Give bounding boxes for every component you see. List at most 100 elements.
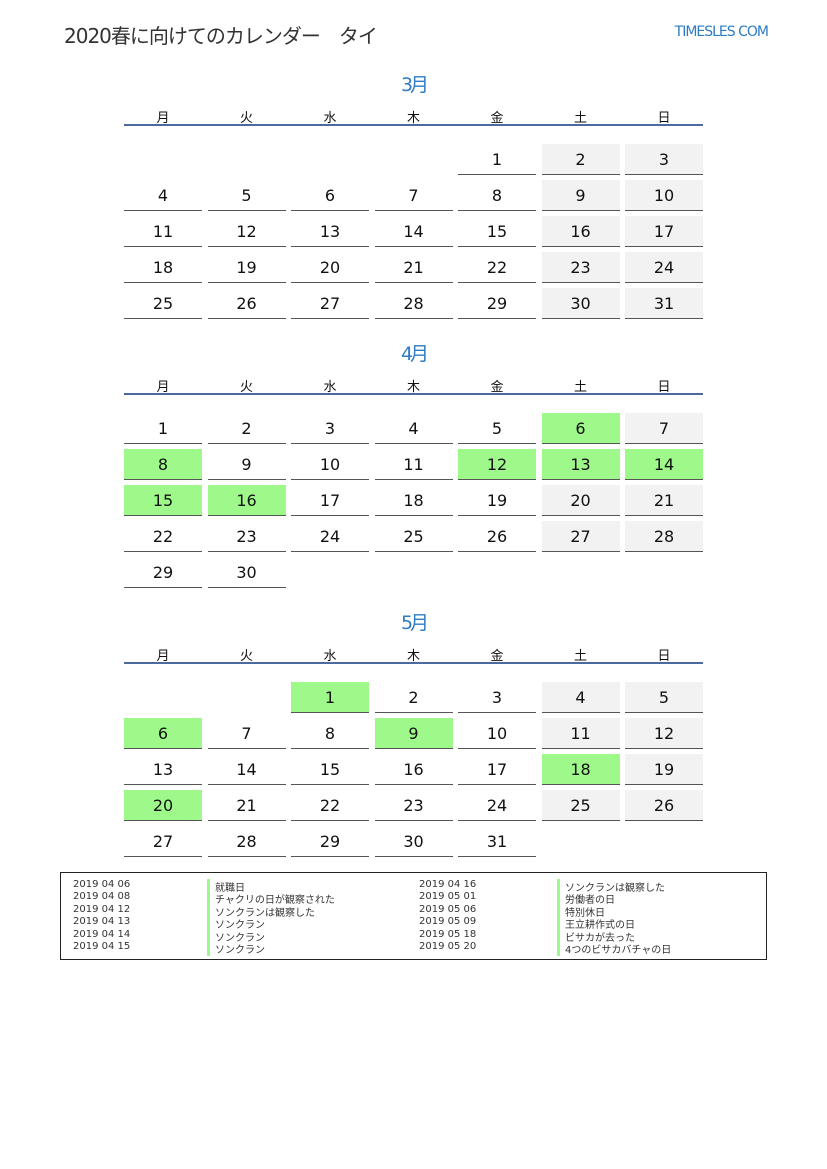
day-cell[interactable]: 5 [207, 180, 286, 211]
day-cell[interactable]: 16 [207, 485, 286, 516]
day-cell[interactable]: 1 [124, 413, 202, 444]
day-cell[interactable]: 15 [458, 216, 536, 247]
day-cell[interactable]: 29 [458, 288, 536, 319]
day-cell[interactable]: 8 [458, 180, 536, 211]
day-cell[interactable]: 19 [207, 252, 286, 283]
day-cell[interactable]: 1 [458, 144, 536, 175]
day-cell[interactable]: 5 [625, 682, 703, 713]
day-cell[interactable]: 12 [207, 216, 286, 247]
day-cell[interactable]: 18 [124, 252, 202, 283]
day-cell[interactable]: 24 [458, 790, 536, 821]
day-cell[interactable]: 26 [207, 288, 286, 319]
day-cell[interactable]: 21 [374, 252, 453, 283]
day-cell[interactable]: 13 [291, 216, 369, 247]
day-cell[interactable]: 6 [291, 180, 369, 211]
day-cell[interactable]: 23 [374, 790, 453, 821]
day-cell[interactable]: 15 [124, 485, 202, 516]
day-cell[interactable]: 18 [374, 485, 453, 516]
day-cell[interactable]: 4 [374, 413, 453, 444]
day-cell[interactable]: 17 [291, 485, 369, 516]
day-cell[interactable]: 7 [625, 413, 703, 444]
day-cell[interactable]: 12 [458, 449, 536, 480]
day-cell[interactable]: 13 [541, 449, 620, 480]
day-cell[interactable]: 22 [458, 252, 536, 283]
day-cell[interactable]: 24 [625, 252, 703, 283]
day-cell[interactable]: 8 [291, 718, 369, 749]
day-cell[interactable]: 15 [291, 754, 369, 785]
day-cell[interactable]: 10 [291, 449, 369, 480]
day-cell[interactable]: 4 [124, 180, 202, 211]
legend-holiday-name: 王立耕作式の日 [557, 916, 635, 932]
day-cell[interactable]: 29 [291, 826, 369, 857]
day-cell[interactable]: 29 [124, 557, 202, 588]
header-rule [124, 393, 703, 395]
day-cell[interactable]: 7 [207, 718, 286, 749]
weekday-header: 木 [406, 111, 420, 126]
day-cell[interactable]: 28 [207, 826, 286, 857]
day-cell[interactable]: 31 [625, 288, 703, 319]
day-cell[interactable]: 11 [374, 449, 453, 480]
day-cell[interactable]: 16 [374, 754, 453, 785]
day-cell[interactable]: 14 [625, 449, 703, 480]
day-cell[interactable]: 20 [291, 252, 369, 283]
day-cell[interactable]: 28 [374, 288, 453, 319]
day-cell[interactable]: 14 [374, 216, 453, 247]
day-cell[interactable]: 22 [291, 790, 369, 821]
day-cell[interactable]: 20 [124, 790, 202, 821]
day-cell[interactable]: 10 [458, 718, 536, 749]
day-cell[interactable]: 4 [541, 682, 620, 713]
day-cell[interactable]: 3 [291, 413, 369, 444]
day-cell[interactable]: 17 [458, 754, 536, 785]
month-block: 5月月火水木金土日 1 2 3 4 5 6 7 8 9 10 11 12 13 14 15 16 17 18 19 20… [0, 608, 827, 877]
day-cell[interactable]: 27 [541, 521, 620, 552]
day-cell[interactable]: 18 [541, 754, 620, 785]
day-cell[interactable]: 28 [625, 521, 703, 552]
day-cell[interactable]: 22 [124, 521, 202, 552]
day-cell[interactable]: 17 [625, 216, 703, 247]
day-cell[interactable]: 11 [124, 216, 202, 247]
day-cell[interactable]: 21 [207, 790, 286, 821]
weekday-header: 火 [239, 111, 253, 126]
day-cell[interactable]: 6 [124, 718, 202, 749]
day-cell[interactable]: 19 [458, 485, 536, 516]
day-cell[interactable]: 23 [207, 521, 286, 552]
day-cell[interactable]: 6 [541, 413, 620, 444]
day-cell[interactable]: 16 [541, 216, 620, 247]
day-cell[interactable]: 5 [458, 413, 536, 444]
day-cell[interactable]: 10 [625, 180, 703, 211]
day-cell[interactable]: 27 [291, 288, 369, 319]
day-cell[interactable]: 23 [541, 252, 620, 283]
weekday-header: 日 [657, 111, 671, 126]
day-cell[interactable]: 3 [625, 144, 703, 175]
day-cell[interactable]: 1 [291, 682, 369, 713]
day-cell[interactable]: 25 [541, 790, 620, 821]
day-cell[interactable]: 3 [458, 682, 536, 713]
day-cell[interactable]: 21 [625, 485, 703, 516]
day-cell[interactable]: 9 [207, 449, 286, 480]
day-cell[interactable]: 9 [541, 180, 620, 211]
site-link[interactable]: TIMESLES COM [674, 24, 769, 40]
day-cell[interactable]: 19 [625, 754, 703, 785]
day-cell[interactable]: 31 [458, 826, 536, 857]
day-cell[interactable]: 30 [374, 826, 453, 857]
day-cell[interactable]: 2 [207, 413, 286, 444]
day-cell[interactable]: 14 [207, 754, 286, 785]
day-cell[interactable]: 26 [458, 521, 536, 552]
day-cell[interactable]: 27 [124, 826, 202, 857]
day-cell[interactable]: 25 [374, 521, 453, 552]
day-cell[interactable]: 11 [541, 718, 620, 749]
day-cell[interactable]: 7 [374, 180, 453, 211]
day-cell[interactable]: 12 [625, 718, 703, 749]
day-cell[interactable]: 8 [124, 449, 202, 480]
day-cell[interactable]: 2 [541, 144, 620, 175]
day-cell[interactable]: 9 [374, 718, 453, 749]
day-cell[interactable]: 25 [124, 288, 202, 319]
day-cell[interactable]: 30 [207, 557, 286, 588]
day-cell[interactable]: 20 [541, 485, 620, 516]
day-cell[interactable]: 13 [124, 754, 202, 785]
day-cell[interactable]: 30 [541, 288, 620, 319]
day-cell[interactable]: 2 [374, 682, 453, 713]
legend-holiday-name: ビサカが去った [557, 928, 635, 944]
day-cell[interactable]: 26 [625, 790, 703, 821]
day-cell[interactable]: 24 [291, 521, 369, 552]
